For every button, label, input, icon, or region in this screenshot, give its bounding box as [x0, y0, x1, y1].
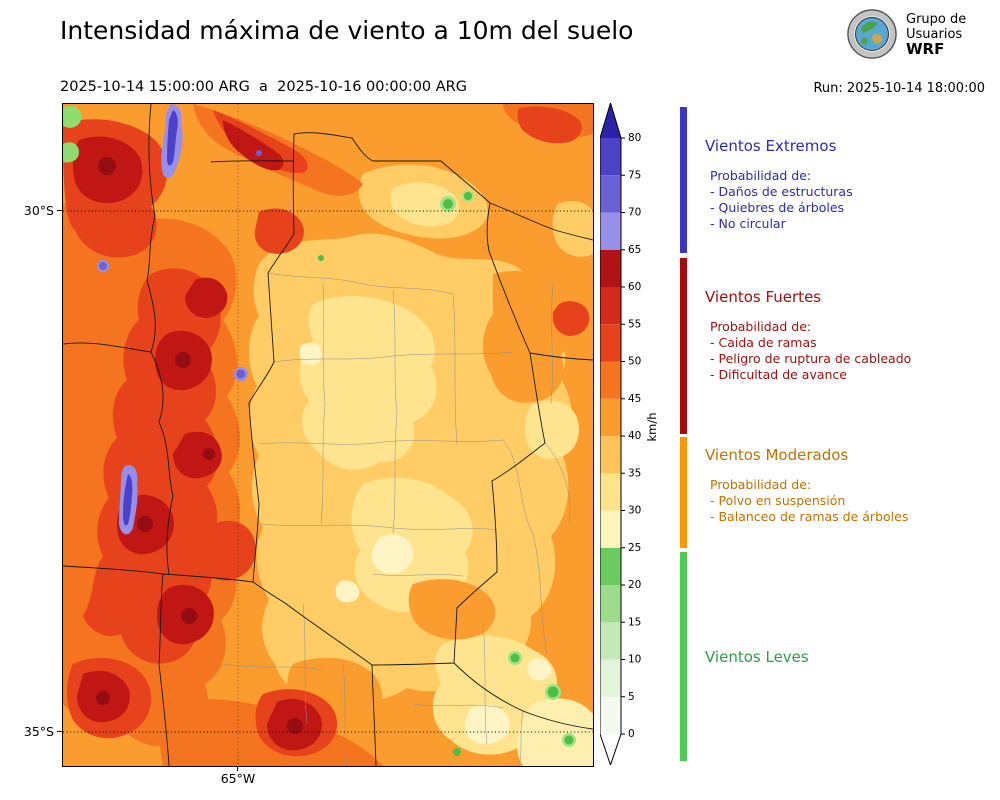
- colorbar-tick-label: 45: [628, 393, 641, 405]
- legend-section-moderados: Vientos Moderados Probabilidad de: - Pol…: [705, 446, 975, 525]
- legend-title: Vientos Leves: [705, 648, 809, 666]
- legend-item: - Daños de estructuras: [710, 184, 853, 199]
- map-frame: [62, 103, 594, 767]
- colorbar-tick-label: 55: [628, 318, 641, 330]
- legend-item: - Quiebres de árboles: [710, 200, 845, 215]
- colorbar: 0 5 10 15 20 25 30 35 40 45 50 55 60 65 …: [600, 103, 641, 765]
- lat-tick-mark: [57, 731, 62, 732]
- legend-section-extremos: Vientos Extremos Probabilidad de: - Daño…: [705, 137, 975, 232]
- colorbar-tick-label: 70: [628, 207, 641, 219]
- colorbar-unit-label: km/h: [645, 412, 659, 442]
- legend-title: Vientos Extremos: [705, 137, 837, 155]
- colorbar-tick-label: 75: [628, 169, 641, 181]
- legend-bar-extremos: [680, 107, 687, 253]
- colorbar-tick-labels: 0 5 10 15 20 25 30 35 40 45 50 55 60 65 …: [628, 132, 641, 740]
- colorbar-tick-label: 60: [628, 281, 641, 293]
- colorbar-tick-label: 30: [628, 505, 641, 517]
- legend-section-leves: Vientos Leves: [705, 648, 975, 666]
- wind-field: [63, 104, 593, 766]
- legend-bar-moderados: [680, 437, 687, 548]
- legend-title: Vientos Moderados: [705, 446, 849, 464]
- province-borders: [63, 104, 593, 766]
- lat-tick-mark: [57, 210, 62, 211]
- lat-tick-label-35s: 35°S: [23, 724, 54, 739]
- colorbar-under-arrow: [600, 734, 621, 765]
- legend-items-title: Probabilidad de:: [710, 168, 812, 183]
- lat-tick-label-30s: 30°S: [23, 203, 54, 218]
- colorbar-tick-label: 35: [628, 467, 641, 479]
- colorbar-tick-label: 5: [628, 691, 635, 703]
- run-label: Run: 2025-10-14 18:00:00: [813, 81, 985, 96]
- colorbar-tick-marks: [621, 137, 625, 735]
- date-range-label: 2025-10-14 15:00:00 ARG a 2025-10-16 00:…: [60, 79, 467, 95]
- colorbar-tick-label: 10: [628, 654, 641, 666]
- colorbar-over-arrow: [600, 103, 621, 138]
- legend-title: Vientos Fuertes: [705, 288, 822, 306]
- lon-tick-mark: [237, 766, 238, 771]
- colorbar-tick-label: 15: [628, 616, 641, 628]
- logo-line: WRF: [906, 39, 945, 58]
- wind-map: [63, 104, 593, 766]
- legend-items-title: Probabilidad de:: [710, 477, 812, 492]
- lon-tick-label-65w: 65°W: [220, 771, 256, 786]
- legend-item: - No circular: [710, 216, 786, 231]
- department-borders: [222, 272, 571, 766]
- colorbar-tick-label: 0: [628, 728, 635, 740]
- extreme-wind-spots: [97, 104, 262, 535]
- page-title: Intensidad máxima de viento a 10m del su…: [60, 16, 634, 45]
- legend-bar-fuertes: [680, 258, 687, 434]
- colorbar-tick-label: 40: [628, 430, 641, 442]
- legend-item: - Polvo en suspensión: [710, 493, 846, 508]
- legend-bar-leves: [680, 552, 687, 761]
- colorbar-tick-label: 65: [628, 244, 641, 256]
- legend-section-fuertes: Vientos Fuertes Probabilidad de: - Caida…: [705, 288, 975, 383]
- wrf-logo-text: Grupo de Usuarios WRF: [906, 12, 966, 57]
- legend-item: - Dificultad de avance: [710, 367, 847, 382]
- legend-item: - Peligro de ruptura de cableado: [710, 351, 912, 366]
- legend-items-title: Probabilidad de:: [710, 319, 812, 334]
- colorbar-tick-label: 20: [628, 579, 641, 591]
- colorbar-tick-label: 25: [628, 542, 641, 554]
- colorbar-tick-label: 50: [628, 356, 641, 368]
- light-wind-spots: [63, 106, 576, 756]
- colorbar-tick-label: 80: [628, 132, 641, 144]
- logo-line: Grupo de: [906, 11, 967, 27]
- logo-line: Usuarios: [906, 26, 963, 42]
- wrf-logo: Grupo de Usuarios WRF: [846, 8, 966, 60]
- graticule-lines: [63, 104, 593, 766]
- legend-item: - Balanceo de ramas de árboles: [710, 509, 909, 524]
- legend-category-bars: [680, 107, 687, 761]
- legend-item: - Caida de ramas: [710, 335, 817, 350]
- wrf-logo-globe-icon: [847, 9, 897, 59]
